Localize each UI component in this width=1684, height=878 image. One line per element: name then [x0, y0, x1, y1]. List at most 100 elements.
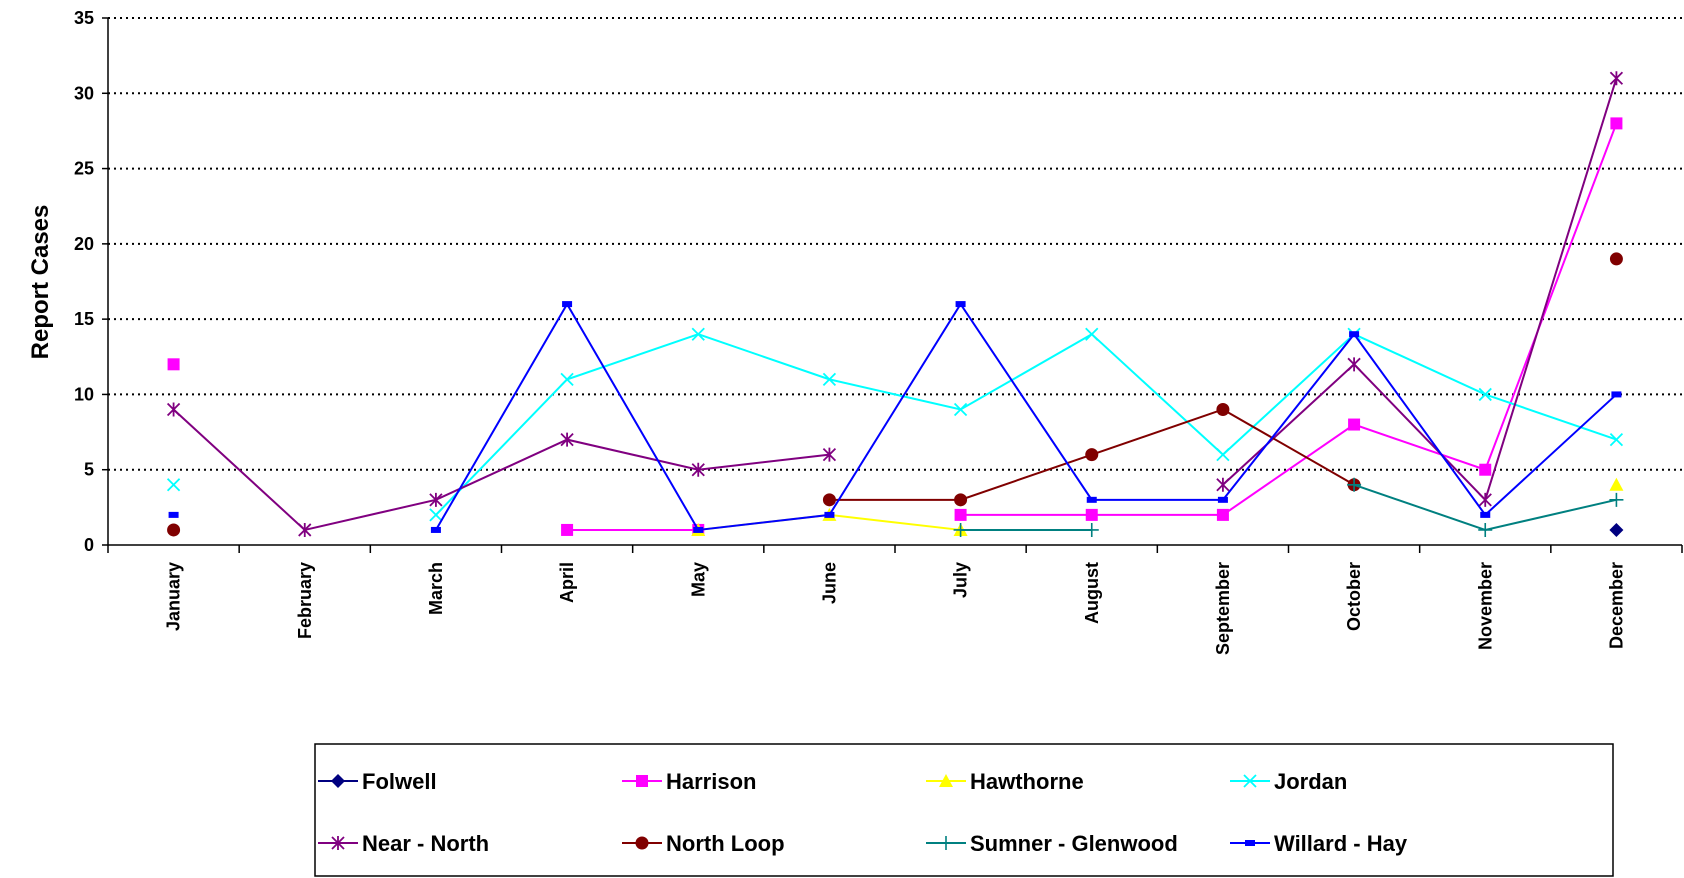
marker-triangle [1609, 477, 1624, 491]
marker-star [822, 447, 837, 462]
marker-diamond [331, 774, 345, 788]
series-line [172, 408, 830, 532]
marker-x [166, 478, 181, 492]
legend-item: Near - North [318, 831, 489, 856]
marker-square [1085, 508, 1098, 521]
marker-dash [824, 511, 835, 518]
series-jordan [166, 327, 1624, 522]
marker-dash [1349, 331, 1360, 338]
marker-dash [1086, 496, 1097, 503]
marker-star [331, 836, 345, 850]
y-tick-label: 30 [74, 83, 94, 103]
marker-x [1609, 432, 1624, 447]
legend-item: Willard - Hay [1230, 831, 1408, 856]
series-line [435, 332, 1617, 516]
marker-dash [562, 301, 573, 308]
series-north-loop [167, 252, 1623, 537]
y-axis-title: Report Cases [27, 205, 54, 360]
marker-x [560, 372, 574, 387]
marker-star [166, 402, 181, 417]
marker-plus [939, 836, 953, 850]
series-willard-hay [168, 301, 1622, 533]
x-tick-labels: January February March April May June July Augu… [107, 545, 1683, 655]
series-line [1222, 77, 1618, 502]
legend-item: Sumner - Glenwood [926, 831, 1178, 856]
series-near-north [166, 71, 1624, 537]
marker-square [1348, 418, 1361, 431]
marker-star [691, 462, 705, 477]
legend-label: Harrison [666, 769, 756, 794]
legend-label: Hawthorne [970, 769, 1084, 794]
x-tick-label: January [164, 562, 184, 631]
marker-star [1216, 477, 1230, 492]
series-harrison [167, 117, 1623, 536]
y-tick-label: 5 [84, 460, 94, 480]
series-layer [166, 71, 1624, 537]
marker-circle [954, 493, 968, 507]
y-tick-label: 35 [74, 8, 94, 28]
marker-plus [953, 522, 968, 537]
x-tick-label: August [1082, 562, 1102, 624]
marker-x [1216, 448, 1230, 462]
legend-box [314, 743, 1614, 877]
marker-dash [430, 526, 441, 533]
marker-x [691, 327, 705, 341]
axes [107, 18, 1682, 546]
marker-square [167, 358, 180, 371]
marker-x [1478, 387, 1492, 402]
marker-dash [1217, 496, 1228, 503]
x-tick-label: May [688, 562, 708, 597]
series-sumner-glenwood [953, 477, 1624, 537]
marker-plus [1478, 522, 1493, 537]
legend-item: Jordan [1230, 769, 1347, 794]
legend-label: Folwell [362, 769, 437, 794]
series-hawthorne [691, 477, 1624, 536]
marker-circle [167, 523, 181, 537]
marker-star [1478, 492, 1492, 507]
x-tick-label: February [295, 562, 315, 639]
legend-item: Hawthorne [926, 769, 1084, 794]
marker-plus [1347, 477, 1362, 492]
legend-label: North Loop [666, 831, 785, 856]
marker-star [298, 522, 312, 537]
y-tick-labels: 0 5 10 15 20 25 30 35 [74, 8, 108, 555]
x-tick-label: September [1213, 562, 1233, 655]
y-tick-label: 10 [74, 384, 94, 404]
x-tick-label: June [819, 562, 839, 604]
legend-label: Jordan [1274, 769, 1347, 794]
legend-label: Sumner - Glenwood [970, 831, 1178, 856]
marker-dash [1480, 511, 1491, 518]
marker-x [429, 508, 443, 522]
marker-x [822, 372, 837, 387]
legend-label: Near - North [362, 831, 489, 856]
marker-star [560, 432, 574, 447]
marker-square [1479, 463, 1492, 476]
marker-star [1347, 357, 1361, 372]
marker-star [429, 492, 443, 507]
x-tick-label: April [557, 562, 577, 603]
marker-star [1609, 71, 1624, 86]
series-line [435, 302, 1618, 532]
series-folwell [1609, 522, 1624, 537]
marker-dash [1245, 840, 1255, 846]
marker-triangle [939, 774, 953, 787]
marker-square [561, 523, 574, 536]
y-tick-label: 15 [74, 309, 94, 329]
marker-diamond [1609, 522, 1624, 537]
legend-item: Folwell [318, 769, 437, 794]
y-tick-label: 0 [84, 535, 94, 555]
marker-square [1216, 508, 1229, 521]
x-tick-label: October [1344, 562, 1364, 631]
marker-plus [1609, 492, 1624, 507]
marker-circle [635, 836, 649, 850]
legend-label: Willard - Hay [1274, 831, 1408, 856]
marker-circle [1216, 402, 1230, 416]
marker-dash [1611, 391, 1622, 398]
series-line [960, 123, 1618, 516]
x-tick-label: March [426, 562, 446, 615]
y-tick-label: 20 [74, 234, 94, 254]
marker-square [954, 508, 967, 521]
legend-item: Harrison [622, 769, 756, 794]
x-tick-label: July [951, 562, 971, 598]
